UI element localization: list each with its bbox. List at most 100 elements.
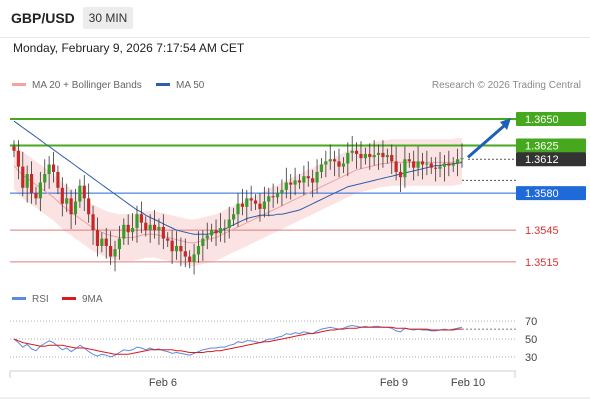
- candle-body: [113, 249, 117, 257]
- legend-bollinger: MA 20 + Bollinger Bands: [12, 80, 142, 91]
- candle-body: [385, 155, 389, 158]
- candle-body: [144, 222, 148, 231]
- candle-body: [135, 214, 139, 228]
- candle-body: [91, 214, 95, 231]
- candle-body: [258, 203, 262, 209]
- legend-9ma-label: 9MA: [82, 294, 103, 305]
- level-label-box-1.3625: [516, 138, 586, 153]
- level-label-1.3515: 1.3515: [525, 257, 559, 269]
- candle-body: [359, 153, 363, 159]
- candle-body: [311, 178, 315, 183]
- candle-body: [245, 198, 249, 207]
- level-label-box-1.3612: [516, 152, 586, 167]
- candle-body: [21, 166, 25, 188]
- legend-rsi-swatch: [12, 296, 26, 300]
- candle-body: [170, 240, 174, 252]
- candle-body: [354, 150, 359, 154]
- candle-body: [442, 163, 447, 167]
- candles-group: [12, 135, 464, 275]
- candle-body: [289, 182, 293, 185]
- candle-body: [425, 163, 429, 165]
- candle-body: [284, 182, 288, 190]
- candle-body: [12, 146, 16, 151]
- candle-body: [214, 230, 218, 234]
- candle-body: [109, 245, 113, 257]
- level-label-1.3612: 1.3612: [525, 154, 559, 166]
- candle-body: [381, 152, 385, 158]
- candle-body: [183, 251, 187, 257]
- x-tick-label: Feb 9: [380, 377, 408, 389]
- candle-body: [139, 214, 143, 223]
- legend-9ma-swatch: [62, 296, 76, 300]
- candle-body: [201, 238, 205, 246]
- level-label-box-1.3650: [516, 112, 586, 127]
- candle-body: [227, 219, 231, 228]
- candle-body: [412, 161, 416, 168]
- x-tick-label: Feb 10: [451, 377, 485, 389]
- candle-body: [166, 238, 170, 241]
- candle-body: [192, 254, 196, 262]
- candle-body: [460, 158, 464, 160]
- rsi-line: [13, 324, 463, 358]
- candle-body: [210, 230, 214, 236]
- candle-body: [416, 161, 420, 168]
- candle-body: [73, 201, 78, 215]
- rsi-tick-50: 50: [525, 334, 537, 346]
- candle-body: [249, 198, 253, 201]
- level-label-1.3545: 1.3545: [525, 225, 559, 237]
- candle-body: [267, 196, 271, 202]
- candle-body: [60, 187, 64, 204]
- candle-body: [157, 226, 161, 231]
- candle-body: [293, 180, 297, 185]
- legend-9ma: 9MA: [62, 294, 103, 305]
- legend-rsi: RSI: [12, 294, 49, 305]
- candle-body: [29, 174, 34, 194]
- candle-body: [100, 238, 104, 246]
- candle-body: [438, 166, 442, 169]
- candle-body: [324, 161, 328, 165]
- candle-body: [78, 185, 82, 202]
- candle-body: [47, 164, 51, 175]
- candle-body: [275, 193, 280, 198]
- candle-body: [117, 238, 122, 250]
- candle-body: [38, 182, 42, 199]
- candle-body: [429, 163, 433, 168]
- symbol-title: GBP/USD: [11, 10, 75, 26]
- candle-body: [363, 153, 367, 159]
- candle-body: [434, 167, 438, 169]
- candle-body: [368, 153, 372, 158]
- candle-body: [130, 227, 135, 233]
- candle-body: [69, 198, 73, 215]
- candle-body: [104, 238, 108, 246]
- candle-body: [87, 198, 91, 215]
- candle-body: [398, 171, 403, 178]
- candle-body: [253, 200, 258, 204]
- legend-ma50-swatch: [156, 82, 170, 86]
- level-label-box-1.3580: [516, 186, 586, 201]
- candle-body: [451, 163, 455, 166]
- candle-body: [390, 155, 394, 162]
- candle-body: [51, 164, 56, 172]
- candle-body: [403, 159, 407, 178]
- candle-body: [407, 159, 411, 162]
- timeframe-button[interactable]: 30 MIN: [83, 7, 133, 29]
- candle-body: [188, 256, 192, 262]
- candle-body: [179, 245, 183, 252]
- candle-body: [236, 203, 240, 215]
- candle-body: [65, 198, 69, 204]
- candle-body: [376, 152, 381, 156]
- candle-body: [262, 201, 266, 209]
- candle-body: [161, 226, 165, 239]
- candle-body: [372, 155, 376, 158]
- candle-body: [152, 224, 157, 231]
- candle-body: [456, 159, 460, 164]
- candle-body: [420, 161, 425, 165]
- legend-ma50-label: MA 50: [176, 80, 205, 91]
- candle-body: [319, 164, 324, 172]
- rsi-tick-30: 30: [525, 352, 537, 364]
- candle-body: [271, 196, 275, 198]
- candle-body: [394, 161, 398, 172]
- rsi-9ma-line: [13, 326, 462, 355]
- candle-body: [315, 171, 319, 183]
- x-tick-label: Feb 6: [149, 377, 177, 389]
